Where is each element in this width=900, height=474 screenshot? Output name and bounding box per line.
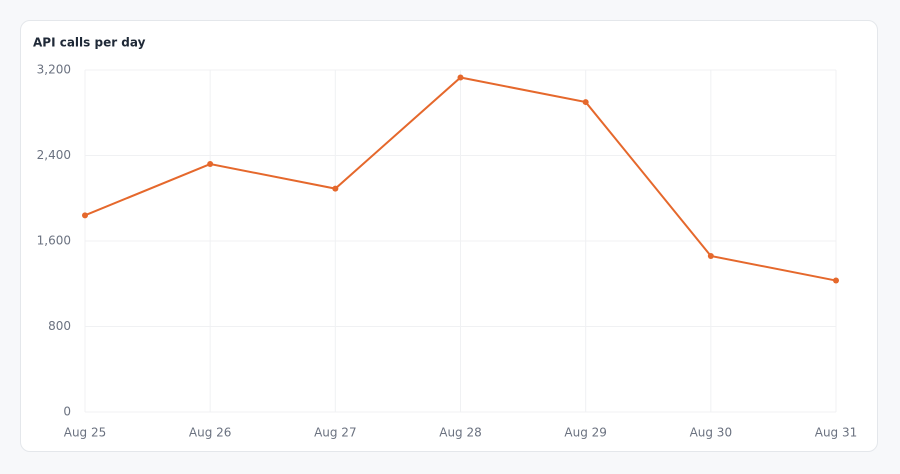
y-tick-label: 1,600 [37,234,71,248]
point [833,277,839,284]
chart-title: API calls per day [33,36,146,50]
x-tick-label: Aug 29 [564,426,607,440]
x-tick-label: Aug 26 [189,426,232,440]
y-tick-label: 2,400 [37,148,71,162]
point [582,99,589,106]
y-tick-label: 800 [48,319,71,333]
x-tick-label: Aug 31 [815,426,858,440]
point [332,185,339,192]
point [207,161,214,168]
y-tick-label: 0 [63,405,71,419]
x-tick-label: Aug 25 [64,426,107,440]
point [82,212,88,219]
x-tick-label: Aug 28 [439,426,482,440]
point [707,252,714,259]
x-tick-label: Aug 30 [690,426,733,440]
chart-card [20,20,878,452]
point [457,74,464,81]
y-tick-label: 3,200 [37,63,71,77]
x-tick-label: Aug 27 [314,426,357,440]
